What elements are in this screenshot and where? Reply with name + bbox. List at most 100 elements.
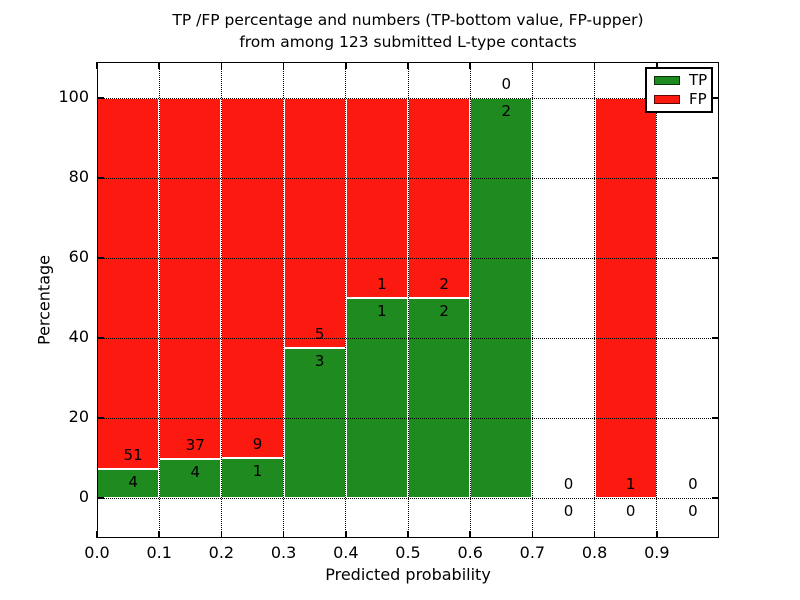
legend-entry-tp: TP <box>654 72 711 88</box>
y-tick-mark-right <box>712 337 719 339</box>
tp-bar-segment <box>283 348 346 498</box>
x-tick-label: 0.8 <box>581 543 608 562</box>
y-tick-label: 20 <box>68 407 89 426</box>
y-tick-label: 80 <box>68 167 89 186</box>
fp-bar-segment <box>283 98 346 348</box>
fp-bar-segment <box>594 98 657 498</box>
x-tick-mark-top <box>158 62 160 69</box>
tp-bar-segment <box>470 98 533 498</box>
x-tick-mark-top <box>469 62 471 69</box>
tp-count-label: 1 <box>377 302 387 320</box>
tp-count-label: 2 <box>501 102 512 120</box>
y-tick-label: 40 <box>68 327 89 346</box>
y-tick-mark-right <box>712 97 719 99</box>
tp-count-label: 2 <box>439 302 449 320</box>
legend-swatch-fp <box>654 95 680 105</box>
y-tick-label: 0 <box>78 487 89 506</box>
x-tick-mark <box>407 531 409 538</box>
tp-count-label: 4 <box>190 462 201 481</box>
fp-count-label: 0 <box>563 475 574 493</box>
x-tick-mark-top <box>656 62 658 69</box>
x-tick-label: 0.5 <box>395 543 421 562</box>
v-gridline <box>283 62 285 538</box>
h-gridline <box>97 497 719 499</box>
x-tick-mark <box>282 531 285 538</box>
x-tick-mark-top <box>345 62 347 69</box>
y-tick-mark <box>97 177 104 179</box>
legend-label-tp: TP <box>689 70 708 89</box>
x-tick-label: 0.4 <box>333 543 359 562</box>
h-gridline <box>97 97 719 99</box>
v-gridline <box>345 62 347 538</box>
x-tick-mark <box>158 531 160 538</box>
x-tick-mark <box>656 531 658 538</box>
tp-bar-segment <box>408 298 471 498</box>
x-tick-mark-top <box>220 62 223 69</box>
tp-count-label: 0 <box>625 502 636 520</box>
h-gridline <box>97 337 719 339</box>
chart-title: TP /FP percentage and numbers (TP-bottom… <box>97 9 719 53</box>
y-tick-mark-right <box>712 257 719 259</box>
legend-swatch-tp <box>654 75 680 85</box>
y-tick-mark <box>97 97 104 99</box>
x-tick-mark <box>96 531 98 538</box>
x-tick-label: 0.0 <box>84 543 110 562</box>
y-tick-mark <box>97 417 104 419</box>
v-gridline <box>594 62 596 538</box>
fp-bar-segment <box>97 98 160 469</box>
tp-bar-segment <box>159 458 222 498</box>
v-gridline <box>469 62 471 538</box>
chart-title-line2: from among 123 submitted L-type contacts <box>239 33 577 51</box>
tp-count-label: 0 <box>563 502 574 520</box>
tp-bar-segment <box>345 298 408 498</box>
h-gridline <box>97 177 719 179</box>
x-tick-mark <box>531 531 534 538</box>
legend-label-fp: FP <box>689 90 707 109</box>
fp-count-label: 0 <box>501 75 512 93</box>
fp-count-label: 1 <box>625 475 636 493</box>
fp-bar-segment <box>345 98 408 298</box>
v-gridline <box>407 62 409 538</box>
x-tick-label: 0.2 <box>208 543 235 562</box>
y-tick-mark-right <box>712 497 719 499</box>
x-tick-mark <box>469 531 471 538</box>
fp-count-label: 2 <box>439 275 449 293</box>
x-tick-label: 0.6 <box>457 543 483 562</box>
y-tick-mark <box>97 497 104 499</box>
x-tick-mark-top <box>407 62 409 69</box>
y-tick-mark-right <box>712 417 719 419</box>
plot-area: 51 4 37 4 9 1 5 3 1 1 2 2 0 2 0 0 1 0 0 0 <box>96 62 719 538</box>
legend-entry-fp: FP <box>654 92 711 108</box>
x-tick-mark-top <box>531 62 534 69</box>
tp-count-label: 1 <box>252 462 263 480</box>
x-tick-mark-top <box>282 62 285 69</box>
x-tick-mark <box>593 531 596 538</box>
y-tick-mark <box>97 257 104 259</box>
y-tick-mark-right <box>712 177 719 179</box>
x-tick-mark-top <box>593 62 596 69</box>
tp-count-label: 3 <box>314 352 325 370</box>
fp-count-label: 51 <box>123 445 143 464</box>
x-tick-label: 0.7 <box>519 543 546 562</box>
x-tick-label: 0.9 <box>644 543 670 562</box>
x-tick-mark <box>345 531 347 538</box>
chart-title-line1: TP /FP percentage and numbers (TP-bottom… <box>172 11 644 29</box>
fp-bar-segment <box>159 98 222 459</box>
fp-count-label: 5 <box>314 325 325 343</box>
fp-bar-segment <box>221 98 284 458</box>
fp-count-label: 9 <box>252 435 263 453</box>
y-tick-label: 100 <box>58 87 89 106</box>
v-gridline <box>220 62 222 538</box>
fp-count-label: 0 <box>688 475 698 493</box>
v-gridline <box>531 62 533 538</box>
y-tick-label: 60 <box>68 247 89 266</box>
x-tick-mark <box>220 531 223 538</box>
legend: TP FP <box>645 67 713 113</box>
tp-count-label: 4 <box>128 472 138 491</box>
fp-count-label: 1 <box>377 275 387 293</box>
fp-bar-segment <box>408 98 471 298</box>
x-tick-label: 0.3 <box>270 543 297 562</box>
tp-count-label: 0 <box>688 502 698 520</box>
v-gridline <box>656 62 658 538</box>
